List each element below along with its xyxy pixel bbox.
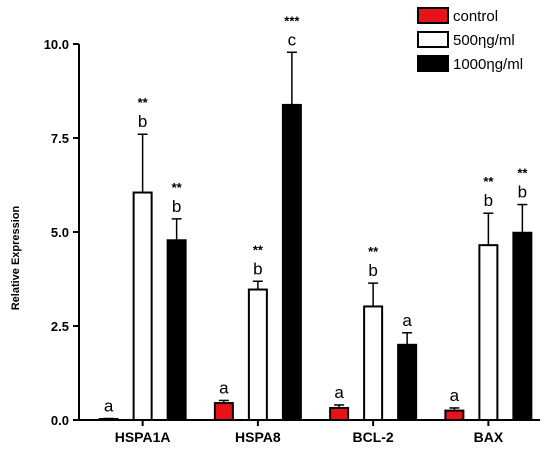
- significance-annotations: a b ** b ** a b ** c *** a b ** a a b ** b **: [104, 13, 528, 415]
- y-tick-label: 2.5: [51, 319, 69, 334]
- significance-stars: **: [138, 95, 149, 110]
- legend-swatch: [417, 31, 449, 48]
- x-axis: HSPA1A HSPA8 BCL-2 BAX: [79, 419, 540, 445]
- significance-letter: b: [484, 191, 493, 210]
- x-tick-label: HSPA1A: [115, 429, 171, 445]
- significance-stars: **: [368, 244, 379, 259]
- x-tick-label: BAX: [474, 429, 504, 445]
- y-tick-label: 7.5: [51, 131, 69, 146]
- bar: [132, 191, 153, 421]
- bar: [98, 418, 119, 421]
- significance-letter: a: [334, 383, 344, 402]
- significance-stars: **: [253, 242, 264, 257]
- legend: control 500ηg/ml 1000ηg/ml: [417, 7, 523, 73]
- significance-letter: b: [253, 259, 262, 278]
- bar-group: [98, 51, 533, 422]
- significance-stars: **: [483, 174, 494, 189]
- y-tick-label: 0.0: [51, 413, 69, 428]
- legend-label: 500ηg/ml: [453, 32, 515, 49]
- bar: [281, 103, 302, 422]
- significance-stars: **: [517, 166, 528, 181]
- significance-stars: ***: [284, 13, 300, 28]
- bar: [478, 244, 499, 421]
- y-tick-label: 10.0: [44, 37, 69, 52]
- y-axis: 0.0 2.5 5.0 7.5 10.0: [44, 37, 80, 428]
- bar: [444, 409, 465, 422]
- significance-letter: a: [402, 311, 412, 330]
- legend-swatch: [417, 7, 449, 24]
- y-tick-label: 5.0: [51, 225, 69, 240]
- significance-letter: b: [172, 197, 181, 216]
- bar: [247, 288, 268, 422]
- legend-swatch: [417, 55, 449, 72]
- significance-letter: b: [138, 112, 147, 131]
- significance-stars: **: [172, 180, 183, 195]
- x-tick-label: HSPA8: [235, 429, 281, 445]
- y-axis-title: Relative Expression: [10, 205, 22, 310]
- significance-letter: b: [518, 183, 527, 202]
- significance-letter: a: [104, 396, 114, 415]
- bar: [166, 239, 187, 421]
- legend-label: control: [453, 8, 498, 25]
- significance-letter: a: [450, 386, 460, 405]
- significance-letter: c: [288, 30, 297, 49]
- bar: [363, 305, 384, 421]
- significance-letter: b: [368, 261, 377, 280]
- bar: [397, 343, 418, 421]
- bar: [329, 406, 350, 421]
- significance-letter: a: [219, 378, 229, 397]
- legend-label: 1000ηg/ml: [453, 56, 523, 73]
- bar: [512, 231, 533, 421]
- x-tick-label: BCL-2: [353, 429, 394, 445]
- bar: [213, 402, 234, 421]
